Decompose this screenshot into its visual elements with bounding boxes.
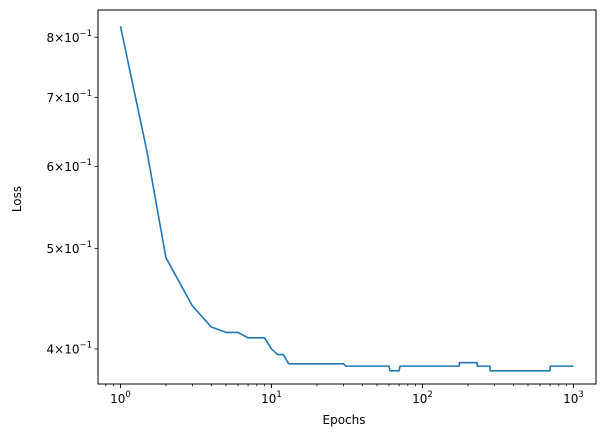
x-axis-ticks: 100 101 102 103 (105, 384, 584, 406)
y-tick-label: 8×10−1 (47, 29, 93, 45)
y-tick-label: 4×10−1 (47, 340, 93, 356)
plot-frame (97, 9, 597, 385)
series-layer (119, 25, 574, 372)
y-tick-label: 6×10−1 (47, 158, 93, 174)
x-tick-label: 102 (412, 390, 433, 406)
x-axis-label: Epochs (323, 413, 366, 427)
y-axis-ticks: 4×10−1 5×10−1 6×10−1 7×10−1 8×10−1 (47, 29, 98, 356)
y-tick-label: 5×10−1 (47, 240, 93, 256)
y-axis-label: Loss (10, 186, 24, 212)
x-tick-label: 103 (563, 390, 584, 406)
x-tick-label: 101 (261, 390, 282, 406)
loss-series-line (119, 25, 574, 372)
x-tick-label: 100 (110, 390, 131, 406)
y-tick-label: 7×10−1 (47, 89, 93, 105)
